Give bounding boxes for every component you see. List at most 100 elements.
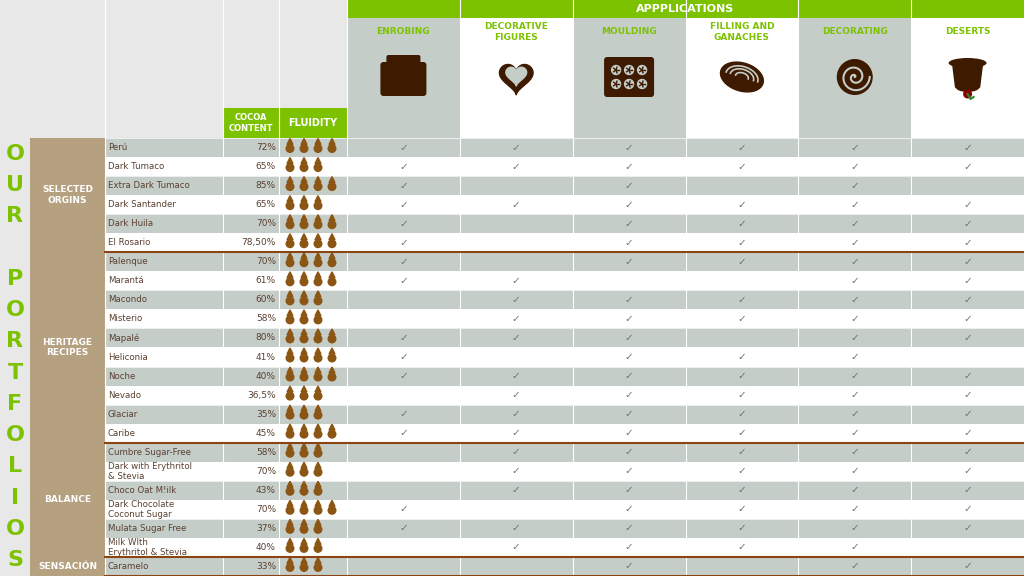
Polygon shape — [301, 443, 307, 449]
Text: ✓: ✓ — [964, 142, 972, 153]
Polygon shape — [315, 329, 321, 335]
Polygon shape — [301, 158, 307, 164]
Text: ✓: ✓ — [850, 181, 859, 191]
Polygon shape — [315, 405, 321, 411]
Bar — [347, 46, 460, 108]
Bar — [911, 18, 1024, 46]
Polygon shape — [287, 177, 293, 183]
Text: O: O — [5, 519, 25, 539]
Text: ✓: ✓ — [850, 409, 859, 419]
Bar — [105, 271, 1024, 290]
Polygon shape — [315, 501, 321, 506]
Text: ✓: ✓ — [737, 428, 746, 438]
Text: ✓: ✓ — [964, 257, 972, 267]
Text: ✓: ✓ — [850, 562, 859, 571]
Circle shape — [313, 277, 323, 286]
Text: ✓: ✓ — [737, 543, 746, 552]
Text: ✓: ✓ — [625, 371, 634, 381]
Text: O: O — [5, 143, 25, 164]
Text: ✓: ✓ — [964, 276, 972, 286]
Text: 61%: 61% — [256, 276, 276, 285]
Circle shape — [625, 66, 634, 74]
Circle shape — [328, 354, 337, 362]
Bar — [460, 46, 572, 108]
Polygon shape — [329, 424, 335, 430]
Text: ✓: ✓ — [625, 333, 634, 343]
Circle shape — [313, 335, 323, 343]
Text: 40%: 40% — [256, 372, 276, 381]
Polygon shape — [506, 67, 526, 86]
Polygon shape — [315, 558, 321, 563]
Bar — [105, 500, 1024, 519]
Bar — [105, 385, 1024, 404]
Text: ✓: ✓ — [625, 142, 634, 153]
Text: ✓: ✓ — [737, 238, 746, 248]
Polygon shape — [315, 520, 321, 525]
Circle shape — [638, 79, 646, 89]
Text: DESERTS: DESERTS — [945, 28, 990, 36]
Text: ✓: ✓ — [625, 543, 634, 552]
Text: 45%: 45% — [256, 429, 276, 438]
Circle shape — [299, 239, 308, 248]
Bar — [105, 462, 1024, 481]
Text: ✓: ✓ — [737, 352, 746, 362]
Bar — [105, 557, 1024, 576]
Circle shape — [299, 335, 308, 343]
Circle shape — [328, 182, 337, 191]
Text: ✓: ✓ — [512, 447, 520, 457]
Text: ✓: ✓ — [850, 257, 859, 267]
Text: ✓: ✓ — [737, 371, 746, 381]
Text: O: O — [5, 300, 25, 320]
Text: 70%: 70% — [256, 257, 276, 266]
Ellipse shape — [955, 82, 980, 92]
Polygon shape — [315, 539, 321, 544]
Text: 33%: 33% — [256, 562, 276, 571]
Circle shape — [286, 335, 295, 343]
Text: ✓: ✓ — [399, 352, 408, 362]
Text: ✓: ✓ — [625, 409, 634, 419]
Text: ✓: ✓ — [625, 466, 634, 476]
Text: ✓: ✓ — [625, 219, 634, 229]
Polygon shape — [329, 501, 335, 506]
Text: ✓: ✓ — [964, 428, 972, 438]
Bar — [105, 214, 1024, 233]
Text: ✓: ✓ — [850, 276, 859, 286]
Polygon shape — [287, 367, 293, 373]
Polygon shape — [315, 424, 321, 430]
Text: ✓: ✓ — [964, 219, 972, 229]
FancyBboxPatch shape — [386, 55, 400, 67]
Text: ✓: ✓ — [625, 447, 634, 457]
Text: R: R — [6, 331, 24, 351]
Text: SELECTED
ORGINS: SELECTED ORGINS — [42, 185, 93, 205]
Circle shape — [299, 544, 308, 553]
Text: ✓: ✓ — [625, 295, 634, 305]
Polygon shape — [329, 329, 335, 335]
Polygon shape — [287, 291, 293, 297]
Circle shape — [313, 163, 323, 172]
Polygon shape — [301, 215, 307, 221]
Text: ✓: ✓ — [964, 562, 972, 571]
Polygon shape — [315, 348, 321, 354]
Bar — [572, 108, 685, 138]
Text: ✓: ✓ — [512, 200, 520, 210]
Text: ✓: ✓ — [737, 295, 746, 305]
FancyBboxPatch shape — [604, 57, 654, 97]
Circle shape — [299, 163, 308, 172]
Text: ✓: ✓ — [964, 161, 972, 172]
Polygon shape — [315, 272, 321, 278]
Text: Perú: Perú — [108, 143, 127, 152]
Polygon shape — [315, 291, 321, 297]
Text: S: S — [7, 550, 23, 570]
Text: ✓: ✓ — [964, 466, 972, 476]
Text: HERITAGE
RECIPES: HERITAGE RECIPES — [43, 338, 92, 357]
Bar — [460, 18, 572, 46]
Text: Dark Santander: Dark Santander — [108, 200, 176, 209]
Polygon shape — [287, 463, 293, 468]
Circle shape — [328, 220, 337, 229]
Text: ✓: ✓ — [399, 505, 408, 514]
Text: ✓: ✓ — [625, 257, 634, 267]
Circle shape — [299, 525, 308, 534]
Circle shape — [286, 163, 295, 172]
Polygon shape — [315, 158, 321, 164]
Text: FLUIDITY: FLUIDITY — [289, 118, 338, 128]
